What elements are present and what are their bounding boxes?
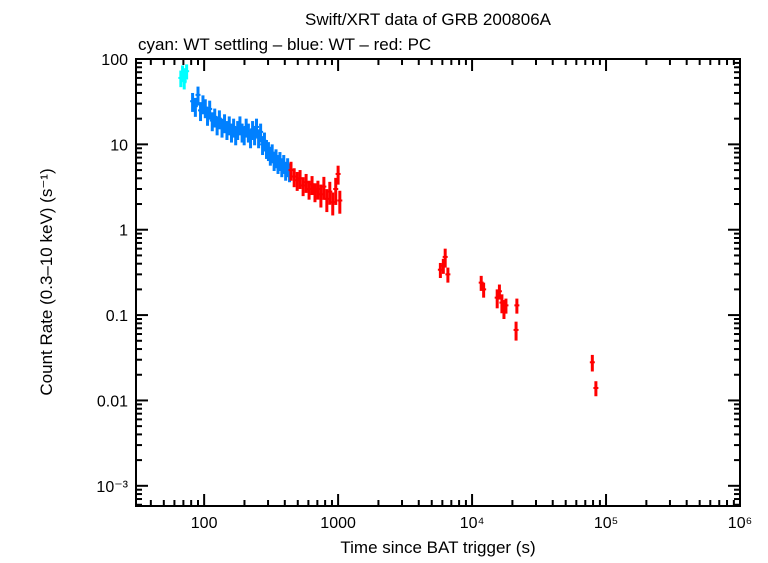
- data-point: [503, 298, 509, 314]
- data-point: [288, 161, 294, 181]
- x-tick-label: 100: [191, 515, 218, 532]
- data-point: [442, 248, 448, 268]
- y-axis-label: Count Rate (0.3–10 keV) (s⁻¹): [37, 168, 56, 395]
- data-point: [254, 118, 260, 138]
- data-point: [514, 298, 520, 314]
- data-point: [589, 354, 595, 372]
- data-point: [207, 100, 213, 120]
- y-tick-label: 100: [101, 52, 128, 69]
- plot-frame: [135, 58, 741, 507]
- y-tick-label: 10⁻³: [96, 479, 128, 496]
- y-tick-label: 0.01: [97, 393, 128, 410]
- data-point: [513, 321, 519, 341]
- data-point: [195, 86, 201, 106]
- data-point: [327, 181, 333, 205]
- y-tick-label: 10: [110, 137, 128, 154]
- x-axis-label: Time since BAT trigger (s): [340, 538, 535, 557]
- data-point: [481, 282, 487, 298]
- y-tick-label: 0.1: [106, 308, 128, 325]
- data-point: [593, 381, 599, 397]
- chart-title: Swift/XRT data of GRB 200806A: [305, 10, 552, 29]
- data-point: [335, 165, 341, 185]
- data-point: [496, 284, 502, 300]
- data-point: [333, 177, 339, 205]
- data-point: [192, 97, 198, 117]
- x-tick-label: 10⁵: [594, 515, 618, 532]
- data-point: [258, 123, 264, 143]
- data-point: [321, 176, 327, 200]
- x-tick-label: 1000: [320, 515, 356, 532]
- data-point: [445, 267, 451, 283]
- x-tick-label: 10⁶: [728, 515, 752, 532]
- data-point: [337, 190, 343, 214]
- data-point: [184, 64, 190, 80]
- y-tick-label: 1: [119, 223, 128, 240]
- x-tick-label: 10⁴: [460, 515, 485, 532]
- chart-subtitle: cyan: WT settling – blue: WT – red: PC: [138, 35, 431, 54]
